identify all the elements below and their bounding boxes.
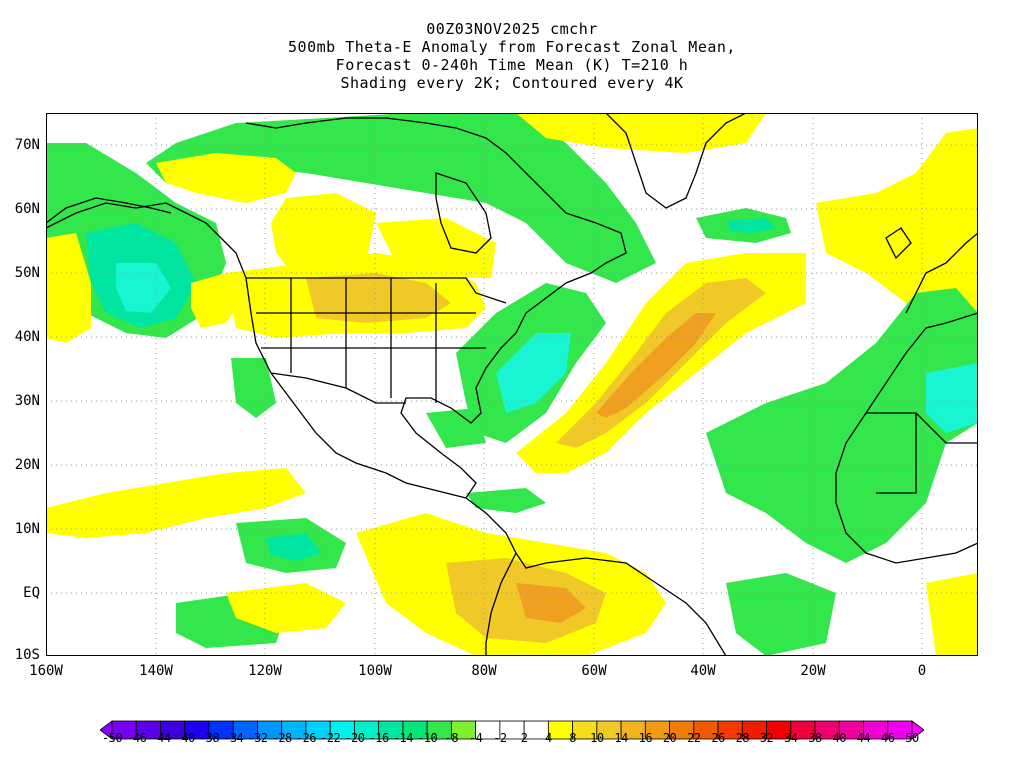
colorbar-tick-label: -20 bbox=[344, 731, 365, 745]
colorbar-tick-label: 38 bbox=[808, 731, 822, 745]
border-us-mexico bbox=[270, 372, 406, 404]
colorbar-max-arrow bbox=[911, 720, 924, 740]
coast-north-america bbox=[46, 117, 627, 499]
shade-cyan-africa bbox=[926, 363, 978, 433]
shade-orange-atlantic-band bbox=[596, 313, 716, 418]
shade-gold-north-us bbox=[306, 273, 451, 323]
map-area bbox=[46, 113, 978, 656]
lat-label-10s: 10S bbox=[14, 647, 40, 663]
colorbar-tick-label: -50 bbox=[101, 731, 123, 745]
shade-cyan-natl bbox=[726, 218, 776, 233]
lon-label-40w: 40W bbox=[690, 663, 716, 679]
lat-label-40n: 40N bbox=[14, 329, 40, 345]
colorbar-tick-label: -26 bbox=[295, 731, 317, 745]
colorbar bbox=[100, 720, 924, 740]
shade-yellow-calif bbox=[191, 273, 241, 328]
coast-africa bbox=[835, 312, 978, 564]
shade-yellow-west-pac bbox=[46, 233, 91, 343]
colorbar-tick-label: -14 bbox=[392, 731, 414, 745]
lat-label-eq: EQ bbox=[23, 585, 40, 601]
colorbar-tick-label: -16 bbox=[368, 731, 390, 745]
colorbar-tick-label: 2 bbox=[520, 731, 528, 745]
colorbar-tick-label: -8 bbox=[444, 731, 459, 745]
lat-label-20n: 20N bbox=[14, 457, 40, 473]
shading-layer bbox=[46, 113, 978, 656]
shade-green-canada bbox=[146, 113, 656, 283]
colorbar-tick-label: 46 bbox=[881, 731, 895, 745]
coast-british-isles bbox=[885, 227, 912, 260]
lon-label-160w: 160W bbox=[29, 663, 63, 679]
lon-label-80w: 80W bbox=[471, 663, 497, 679]
colorbar-tick-label: 32 bbox=[759, 731, 774, 745]
shade-cyan-east-coast bbox=[496, 333, 571, 413]
lat-label-10n: 10N bbox=[14, 521, 40, 537]
lat-label-70n: 70N bbox=[14, 137, 40, 153]
colorbar-tick-label: 40 bbox=[832, 731, 847, 745]
colorbar-tick-label: 8 bbox=[569, 731, 576, 745]
colorbar-tick-label: -38 bbox=[198, 731, 220, 745]
title-line-3: Forecast 0-240h Time Mean (K) T=210 h bbox=[335, 56, 689, 74]
colorbar-tick-label: -4 bbox=[468, 731, 483, 745]
colorbar-tick-label: 16 bbox=[638, 731, 653, 745]
lon-label-120w: 120W bbox=[248, 663, 282, 679]
coast-europe bbox=[905, 232, 978, 314]
shade-cyan-pacific-core bbox=[116, 263, 171, 313]
shade-orange-samerica bbox=[516, 583, 586, 623]
colorbar-tick-label: 14 bbox=[614, 731, 628, 745]
shade-yellow-hudson bbox=[376, 218, 496, 278]
shade-green-caribbean bbox=[466, 488, 546, 513]
lat-label-50n: 50N bbox=[14, 265, 40, 281]
coast-hudson-bay bbox=[435, 172, 492, 254]
colorbar-tick-label: 10 bbox=[590, 731, 604, 745]
shade-green-gulf bbox=[426, 408, 486, 448]
shade-cyan-trop-pac bbox=[266, 533, 321, 561]
colorbar-tick-label: -22 bbox=[320, 731, 341, 745]
colorbar-tick-label: 20 bbox=[662, 731, 677, 745]
anomaly-map bbox=[46, 113, 978, 656]
chart-title: 00Z03NOV2025 cmchr 500mb Theta-E Anomaly… bbox=[0, 20, 1024, 92]
coast-alaska bbox=[46, 197, 172, 224]
colorbar-tick-label: -2 bbox=[493, 731, 507, 745]
lon-label-60w: 60W bbox=[581, 663, 607, 679]
lon-label-20w: 20W bbox=[800, 663, 826, 679]
colorbar-tick-label: -46 bbox=[126, 731, 147, 745]
coast-greenland bbox=[605, 113, 747, 209]
colorbar-tick-label: 4 bbox=[544, 731, 552, 745]
lon-label-140w: 140W bbox=[139, 663, 173, 679]
title-line-4: Shading every 2K; Contoured every 4K bbox=[340, 74, 684, 92]
shade-yellow-pac-sw bbox=[226, 583, 346, 633]
shade-green-mexico bbox=[231, 358, 276, 418]
colorbar-tick-label: 34 bbox=[784, 731, 798, 745]
colorbar-tick-label: -34 bbox=[223, 731, 244, 745]
coastlines bbox=[46, 113, 978, 656]
colorbar-tick-label: 26 bbox=[711, 731, 725, 745]
shade-yellow-alaska bbox=[156, 153, 296, 203]
colorbar-tick-label: -40 bbox=[174, 731, 196, 745]
shade-yellow-trop-pac bbox=[46, 468, 306, 538]
title-line-2: 500mb Theta-E Anomaly from Forecast Zona… bbox=[288, 38, 736, 56]
coast-south-america-west bbox=[485, 552, 517, 656]
lon-label-100w: 100W bbox=[358, 663, 392, 679]
lat-label-30n: 30N bbox=[14, 393, 40, 409]
colorbar-tick-label: -28 bbox=[271, 731, 293, 745]
border-africa-interior bbox=[866, 412, 978, 494]
lat-label-60n: 60N bbox=[14, 201, 40, 217]
colorbar-tick-label: 44 bbox=[856, 731, 871, 745]
shade-green-satl bbox=[726, 573, 836, 656]
colorbar-tick-label: 28 bbox=[735, 731, 750, 745]
lon-label-0: 0 bbox=[917, 663, 927, 679]
border-us-canada bbox=[246, 277, 507, 304]
colorbar-tick-label: -32 bbox=[247, 731, 268, 745]
coast-south-america bbox=[465, 497, 727, 656]
shade-green-africa bbox=[706, 288, 978, 563]
shade-yellow-satl-east bbox=[926, 573, 978, 656]
colorbar-tick-label: -10 bbox=[417, 731, 438, 745]
title-line-1: 00Z03NOV2025 cmchr bbox=[426, 20, 598, 38]
colorbar-tick-label: 50 bbox=[905, 731, 919, 745]
colorbar-tick-label: 22 bbox=[687, 731, 701, 745]
colorbar-tick-label: -44 bbox=[150, 731, 171, 745]
